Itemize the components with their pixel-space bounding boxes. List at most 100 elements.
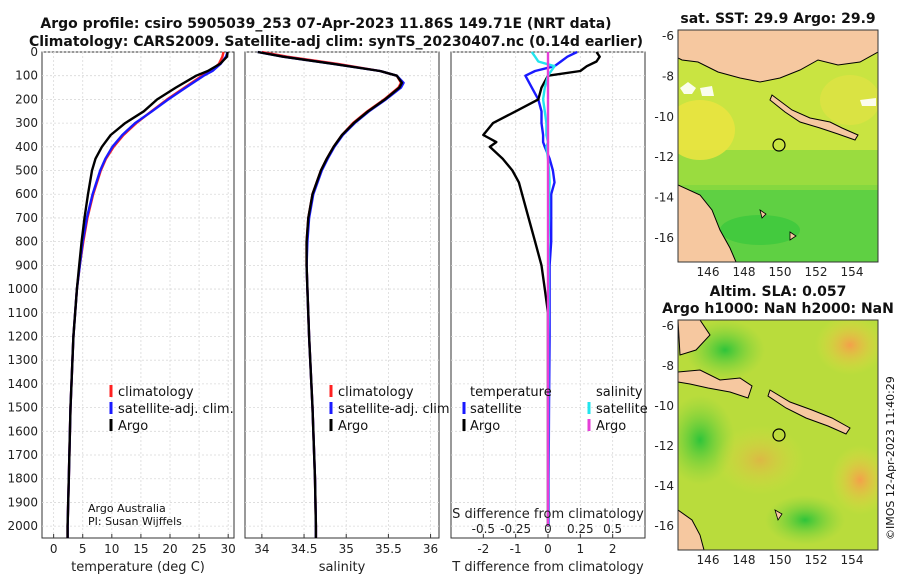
x-tick-label: 30: [221, 542, 236, 556]
s-tick-label: -0.5: [472, 522, 495, 536]
y-tick-label: 200: [15, 92, 38, 106]
x-tick-label: 0: [544, 542, 552, 556]
map-y-tick-label: -8: [662, 69, 674, 83]
y-tick-label: 1800: [7, 472, 38, 486]
x-tick-label: 36: [423, 542, 438, 556]
salinity-plot-frame: [244, 51, 440, 539]
map-x-tick-label: 150: [769, 265, 792, 279]
sla-map-title2: Argo h1000: NaN h2000: NaN: [662, 301, 894, 317]
legend-temperature-title: temperature: [470, 385, 552, 400]
x-tick-label: 1: [577, 542, 585, 556]
map-y-tick-label: -16: [654, 231, 674, 245]
s-tick-label: 0.25: [567, 522, 594, 536]
y-tick-label: 500: [15, 164, 38, 178]
x-tick-label: -1: [510, 542, 522, 556]
sst-map-title: sat. SST: 29.9 Argo: 29.9: [680, 11, 875, 27]
s-tick-label: 0: [544, 522, 552, 536]
map-x-tick-label: 146: [697, 265, 720, 279]
x-tick-label: 34.5: [291, 542, 318, 556]
legend-label-sal-satellite: satellite: [596, 402, 648, 417]
map-y-tick-label: -16: [654, 519, 674, 533]
y-tick-label: 1700: [7, 448, 38, 462]
x-tick-label: 10: [104, 542, 119, 556]
salinity-xlabel: salinity: [319, 560, 366, 575]
legend-label-climatology: climatology: [338, 385, 414, 400]
x-tick-label: 34: [254, 542, 269, 556]
map-x-tick-label: 148: [733, 553, 756, 567]
difference-legend: temperature salinity satellite Argo sate…: [462, 385, 648, 434]
credit-text: ©IMOS 12-Apr-2023 11:40:29: [884, 376, 897, 540]
map-x-tick-label: 148: [733, 265, 756, 279]
y-tick-label: 1000: [7, 282, 38, 296]
x-tick-label: 2: [609, 542, 617, 556]
y-tick-label: 2000: [7, 519, 38, 533]
salinity-legend: climatology satellite-adj. clim. Argo: [329, 385, 454, 434]
difference-panel: -2 -1 0 1 2 S difference from climatology -0…: [450, 50, 648, 575]
map-y-tick-label: -12: [654, 150, 674, 164]
series-line-argo: [257, 50, 404, 538]
s-tick-label: -0.25: [500, 522, 531, 536]
sst-map: sat. SST: 29.9 Argo: 29.9: [654, 11, 879, 279]
x-tick-label: 35: [339, 542, 354, 556]
legend-label-argo: Argo: [338, 419, 368, 434]
annotation-line1: Argo Australia: [88, 502, 166, 515]
legend-salinity-title: salinity: [596, 385, 643, 400]
y-tick-label: 300: [15, 116, 38, 130]
y-tick-label: 400: [15, 140, 38, 154]
map-y-tick-label: -10: [654, 110, 674, 124]
map-y-tick-label: -14: [654, 479, 674, 493]
temperature-legend: climatology satellite-adj. clim. Argo: [109, 385, 234, 434]
y-tick-label: 1900: [7, 495, 38, 509]
x-tick-label: 15: [133, 542, 148, 556]
sla-map-land: [678, 320, 711, 356]
x-tick-label: 35.5: [375, 542, 402, 556]
map-y-tick-label: -6: [662, 319, 674, 333]
map-y-tick-label: -14: [654, 191, 674, 205]
salinity-panel: 34 34.5 35 35.5 36 salinity climatology sate…: [244, 50, 454, 575]
profile-location-marker-sla: [772, 428, 786, 442]
legend-label-argo: Argo: [118, 419, 148, 434]
sla-map-frame: [677, 319, 879, 551]
title-line1: Argo profile: csiro 5905039_253 07-Apr-2…: [40, 16, 611, 32]
y-tick-label: 100: [15, 69, 38, 83]
x-tick-label: 20: [162, 542, 177, 556]
x-tick-label: 0: [50, 542, 58, 556]
s-difference-label: S difference from climatology: [452, 507, 644, 522]
y-tick-label: 1500: [7, 401, 38, 415]
temperature-plot-frame: [41, 51, 235, 539]
sst-map-frame: [677, 29, 879, 263]
annotation-line2: PI: Susan Wijffels: [88, 515, 182, 528]
sla-map-title1: Altim. SLA: 0.057: [710, 284, 847, 300]
y-tick-label: 1300: [7, 353, 38, 367]
y-tick-label: 0: [30, 45, 38, 59]
t-difference-label: T difference from climatology: [451, 560, 644, 575]
series-line-argo: [66, 51, 229, 538]
y-tick-label: 1100: [7, 306, 38, 320]
map-y-tick-label: -10: [654, 399, 674, 413]
title-line2: Climatology: CARS2009. Satellite-adj cli…: [29, 34, 643, 50]
y-tick-label: 800: [15, 235, 38, 249]
map-x-tick-label: 152: [805, 553, 828, 567]
y-tick-label: 1600: [7, 424, 38, 438]
map-y-tick-label: -8: [662, 359, 674, 373]
y-tick-label: 900: [15, 258, 38, 272]
legend-label-sal-argo: Argo: [596, 419, 626, 434]
temperature-xlabel: temperature (deg C): [71, 560, 205, 575]
map-x-tick-label: 152: [805, 265, 828, 279]
legend-label-temp-argo: Argo: [470, 419, 500, 434]
y-tick-label: 1400: [7, 377, 38, 391]
x-tick-label: -2: [477, 542, 489, 556]
s-tick-label: 0.5: [603, 522, 622, 536]
x-tick-label: 25: [191, 542, 206, 556]
y-tick-label: 700: [15, 211, 38, 225]
legend-label-satellite: satellite-adj. clim.: [118, 402, 234, 417]
sla-map: Altim. SLA: 0.057 Argo h1000: NaN h2000:…: [654, 284, 893, 567]
map-x-tick-label: 146: [697, 553, 720, 567]
sst-map-land: [678, 30, 878, 83]
x-tick-label: 5: [79, 542, 87, 556]
temperature-panel: 0 5 10 15 20 25 300100200300400500600700800900…: [7, 45, 235, 575]
legend-label-satellite: satellite-adj. clim.: [338, 402, 454, 417]
map-y-tick-label: -12: [654, 439, 674, 453]
y-tick-label: 1200: [7, 329, 38, 343]
